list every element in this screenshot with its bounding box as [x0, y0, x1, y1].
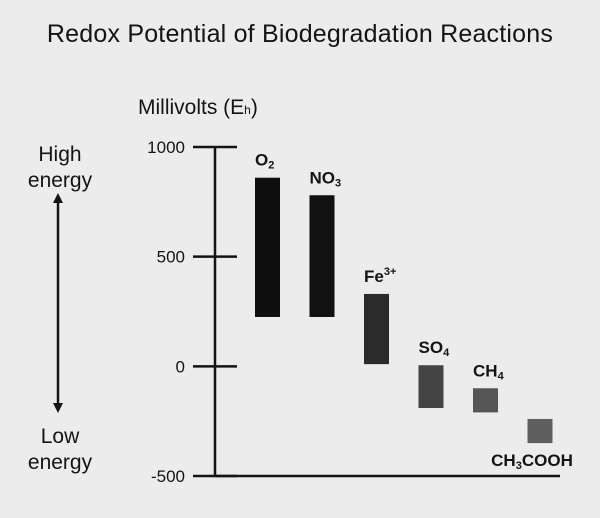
bar: [364, 293, 389, 365]
y-tick-label: 500: [157, 248, 185, 267]
low-energy-line-1: Low: [40, 425, 80, 448]
y-tick-label: 1000: [147, 138, 185, 157]
y-axis-label-main: Millivolts (E: [138, 96, 245, 119]
bars: O2 NO3 Fe3+ SO4 CH4 CH3COOH: [255, 151, 573, 472]
bar: [309, 195, 335, 317]
bar-label: NO3: [310, 168, 342, 189]
bar: [418, 365, 444, 409]
low-energy-line-2: energy: [27, 451, 93, 474]
bar: [473, 388, 498, 413]
bar-label: O2: [255, 151, 274, 172]
high-energy-line-2: energy: [27, 169, 93, 192]
bar-label: CH4: [473, 361, 505, 382]
y-axis-label-close: ): [250, 96, 258, 119]
high-energy-label: High energy: [0, 142, 120, 194]
y-tick-label: -500: [151, 467, 185, 486]
bar-label: Fe3+: [364, 266, 396, 286]
y-axis: 1000 500 0 -500: [147, 138, 560, 486]
chart-title: Redox Potential of Biodegradation Reacti…: [46, 20, 554, 48]
y-axis-label-sub: h: [244, 103, 251, 117]
high-energy-line-1: High: [38, 143, 82, 166]
y-axis-label: Millivolts (Eh): [138, 96, 258, 120]
bar-label: CH3COOH: [491, 451, 573, 472]
bar: [255, 177, 280, 317]
bar-label: SO4: [419, 338, 451, 359]
low-energy-label: Low energy: [0, 424, 120, 476]
bar: [527, 418, 553, 444]
y-tick-label: 0: [176, 357, 185, 376]
